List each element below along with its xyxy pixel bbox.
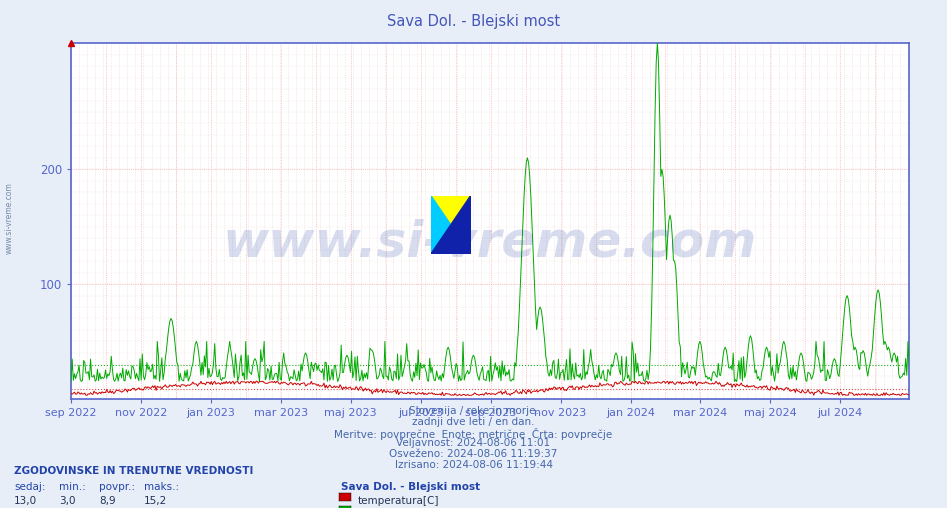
Text: 15,2: 15,2 [144, 496, 168, 506]
Text: www.si-vreme.com: www.si-vreme.com [5, 182, 14, 255]
Text: Izrisano: 2024-08-06 11:19:44: Izrisano: 2024-08-06 11:19:44 [395, 460, 552, 470]
Text: povpr.:: povpr.: [99, 482, 135, 492]
Polygon shape [431, 196, 471, 254]
Text: sedaj:: sedaj: [14, 482, 45, 492]
Polygon shape [431, 196, 471, 254]
Text: maks.:: maks.: [144, 482, 179, 492]
Text: zadnji dve leti / en dan.: zadnji dve leti / en dan. [412, 417, 535, 427]
Text: temperatura[C]: temperatura[C] [358, 496, 439, 506]
Text: 13,0: 13,0 [14, 496, 37, 506]
Text: Sava Dol. - Blejski most: Sava Dol. - Blejski most [387, 14, 560, 29]
Text: Slovenija / reke in morje.: Slovenija / reke in morje. [408, 406, 539, 417]
Text: 8,9: 8,9 [99, 496, 116, 506]
Text: Veljavnost: 2024-08-06 11:01: Veljavnost: 2024-08-06 11:01 [397, 438, 550, 449]
Polygon shape [431, 196, 471, 254]
Text: Osveženo: 2024-08-06 11:19:37: Osveženo: 2024-08-06 11:19:37 [389, 449, 558, 459]
Text: Meritve: povprečne  Enote: metrične  Črta: povprečje: Meritve: povprečne Enote: metrične Črta:… [334, 428, 613, 440]
Text: ZGODOVINSKE IN TRENUTNE VREDNOSTI: ZGODOVINSKE IN TRENUTNE VREDNOSTI [14, 466, 254, 477]
Text: Sava Dol. - Blejski most: Sava Dol. - Blejski most [341, 482, 480, 492]
Text: min.:: min.: [59, 482, 85, 492]
Text: www.si-vreme.com: www.si-vreme.com [223, 218, 758, 266]
Text: 3,0: 3,0 [59, 496, 75, 506]
